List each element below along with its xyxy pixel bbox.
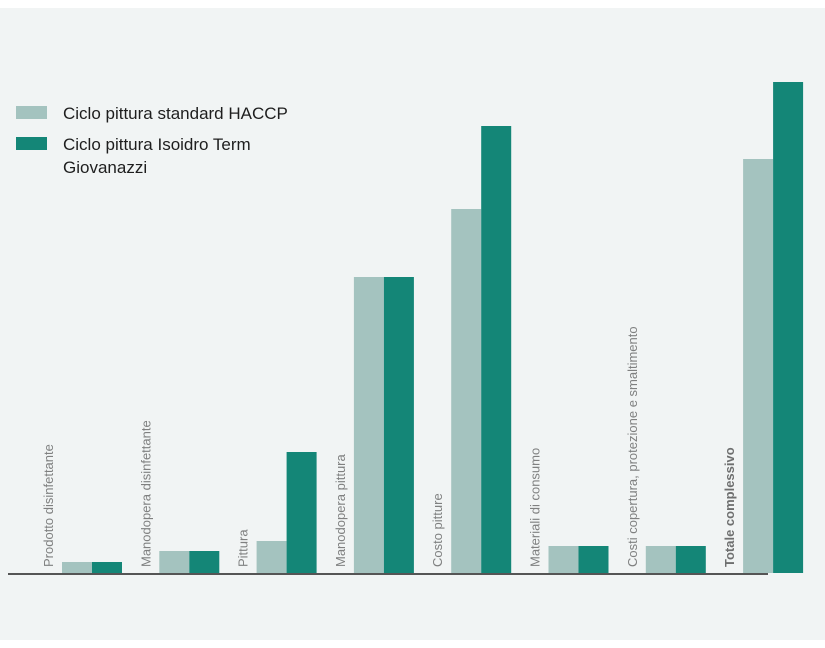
bar-isoidro-5: [578, 546, 609, 573]
bar-isoidro-6: [675, 546, 706, 573]
legend-label-standard: Ciclo pittura standard HACCP: [63, 104, 288, 123]
category-label-4: Costo pitture: [430, 493, 445, 567]
category-label-1: Manodopera disinfettante: [138, 420, 153, 567]
category-label-7: Totale complessivo: [722, 447, 737, 567]
chart-legend: Ciclo pittura standard HACCP Ciclo pittu…: [16, 102, 356, 187]
legend-swatch-isoidro: [16, 137, 47, 150]
bar-isoidro-3: [383, 277, 414, 573]
bar-standard-6: [645, 546, 676, 573]
category-label-5: Materiali di consumo: [528, 448, 543, 567]
legend-item-standard: Ciclo pittura standard HACCP: [16, 102, 356, 125]
category-label-2: Pittura: [236, 529, 251, 567]
bar-standard-2: [256, 541, 287, 573]
bar-isoidro-2: [286, 452, 317, 573]
bar-standard-4: [451, 209, 482, 573]
bar-standard-3: [353, 277, 384, 573]
category-label-3: Manodopera pittura: [333, 453, 348, 567]
legend-label-isoidro: Ciclo pittura Isoidro Term Giovanazzi: [63, 135, 251, 177]
bar-isoidro-4: [481, 126, 512, 573]
bar-standard-5: [548, 546, 579, 573]
bar-standard-1: [159, 551, 190, 573]
bar-standard-0: [62, 562, 92, 573]
bar-isoidro-0: [92, 562, 122, 573]
legend-swatch-standard: [16, 106, 47, 119]
legend-item-isoidro: Ciclo pittura Isoidro Term Giovanazzi: [16, 133, 356, 179]
category-label-6: Costi copertura, protezione e smaltiment…: [625, 326, 640, 567]
bar-chart: Prodotto disinfettante Manodopera disinfe…: [8, 82, 804, 575]
bar-standard-7: [743, 159, 774, 573]
bar-isoidro-1: [189, 551, 220, 573]
chart-panel: Prodotto disinfettante Manodopera disinfe…: [0, 8, 825, 640]
bar-isoidro-7: [773, 82, 804, 573]
category-label-0: Prodotto disinfettante: [41, 444, 56, 567]
